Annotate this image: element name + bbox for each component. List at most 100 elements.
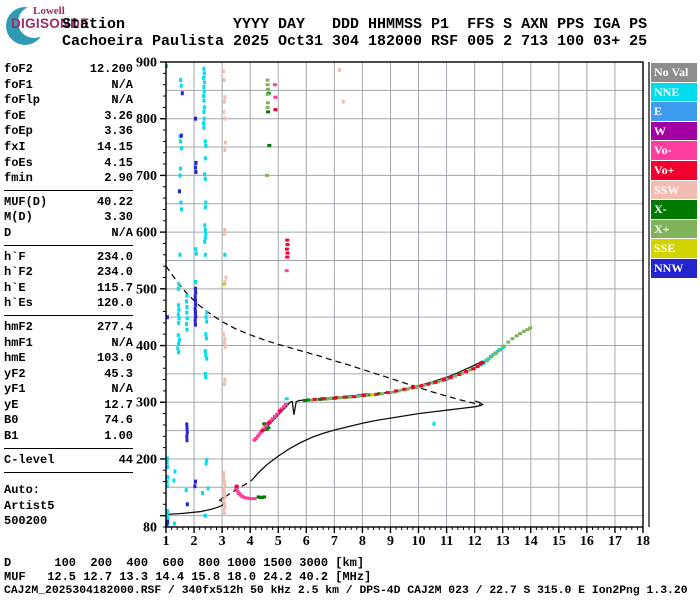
legend-item-vo-: Vo- xyxy=(651,141,697,160)
param-label: foE xyxy=(4,108,26,123)
legend-item-e: E xyxy=(651,102,697,121)
curve-oblique-trace xyxy=(251,400,484,481)
param-value: 74.6 xyxy=(104,413,133,428)
param-value: 3.26 xyxy=(104,108,133,123)
param-row: yE 12.7 xyxy=(4,398,133,414)
param-value: 277.4 xyxy=(96,319,133,334)
svg-text:5: 5 xyxy=(275,534,282,549)
param-row: fmin 2.90 xyxy=(4,171,133,187)
param-row: foF1 N/A xyxy=(4,78,133,94)
svg-text:2: 2 xyxy=(191,534,198,549)
param-label: MUF(D) xyxy=(4,194,48,209)
param-value: N/A xyxy=(111,335,133,350)
param-label: h`E xyxy=(4,280,26,295)
logo-crescent-icon xyxy=(6,6,50,45)
svg-text:80: 80 xyxy=(143,521,157,536)
svg-text:600: 600 xyxy=(136,226,157,241)
param-row: D N/A xyxy=(4,226,133,242)
svg-text:500: 500 xyxy=(136,282,157,297)
param-row: 500200 xyxy=(4,514,133,530)
param-value: 234.0 xyxy=(96,249,133,264)
legend-item-nnw: NNW xyxy=(651,258,697,278)
legend-item-w: W xyxy=(651,121,697,141)
param-row: hmE 103.0 xyxy=(4,351,133,367)
param-value: N/A xyxy=(111,225,133,240)
param-row: foEp 3.36 xyxy=(4,124,133,140)
param-row: foE 3.26 xyxy=(4,109,133,125)
param-value: 2.90 xyxy=(104,171,133,186)
svg-text:17: 17 xyxy=(608,534,622,549)
param-label: yE xyxy=(4,397,19,412)
param-separator xyxy=(4,315,133,317)
svg-text:200: 200 xyxy=(136,452,157,467)
param-row: hmF2 277.4 xyxy=(4,320,133,336)
param-row: h`F 234.0 xyxy=(4,250,133,266)
param-label: h`Es xyxy=(4,296,33,311)
svg-text:9: 9 xyxy=(387,534,394,549)
param-label: foF1 xyxy=(4,77,33,92)
svg-text:900: 900 xyxy=(136,56,157,71)
file-info-row: CAJ2M_2025304182000.RSF / 340fx512h 50 k… xyxy=(4,585,688,597)
svg-text:14: 14 xyxy=(524,534,538,549)
param-label: fxI xyxy=(4,139,26,154)
param-label: Artist5 xyxy=(4,498,55,513)
svg-text:16: 16 xyxy=(580,534,594,549)
svg-text:800: 800 xyxy=(136,112,157,127)
param-label: hmF1 xyxy=(4,335,33,350)
param-value: 120.0 xyxy=(96,296,133,311)
param-row: B1 1.00 xyxy=(4,429,133,445)
curve-e-trace xyxy=(165,496,226,516)
param-value: 3.36 xyxy=(104,124,133,139)
legend-item-nne: NNE xyxy=(651,82,697,102)
param-value: N/A xyxy=(111,382,133,397)
param-label: Auto: xyxy=(4,483,41,498)
param-value: 44 xyxy=(118,452,133,467)
param-label: foEp xyxy=(4,124,33,139)
svg-text:12: 12 xyxy=(468,534,482,549)
svg-text:4: 4 xyxy=(247,534,254,549)
param-value: N/A xyxy=(111,77,133,92)
param-value: 234.0 xyxy=(96,265,133,280)
param-row: B0 74.6 xyxy=(4,413,133,429)
svg-text:18: 18 xyxy=(636,534,650,549)
param-label: foFlp xyxy=(4,93,41,108)
param-row: h`Es 120.0 xyxy=(4,296,133,312)
param-row: foEs 4.15 xyxy=(4,156,133,172)
param-separator xyxy=(4,190,133,192)
svg-text:11: 11 xyxy=(440,534,453,549)
curve-calculated-curve xyxy=(165,265,481,406)
param-value: 14.15 xyxy=(96,139,133,154)
param-separator xyxy=(4,245,133,247)
legend-item-sse: SSE xyxy=(651,239,697,258)
param-value: 12.200 xyxy=(89,62,133,76)
param-label: M(D) xyxy=(4,210,33,225)
svg-text:7: 7 xyxy=(331,534,338,549)
echo-color-legend: No Val NNE E W Vo- Vo+ SSW X- X+ SSE NNW xyxy=(651,63,697,279)
param-row: foFlp N/A xyxy=(4,93,133,109)
svg-text:400: 400 xyxy=(136,339,157,354)
legend-item-x-: X- xyxy=(651,200,697,219)
param-label: foEs xyxy=(4,155,33,170)
param-row: yF1 N/A xyxy=(4,382,133,398)
svg-text:700: 700 xyxy=(136,169,157,184)
param-label: fmin xyxy=(4,171,33,186)
curve-e-f-link xyxy=(224,479,252,498)
svg-text:3: 3 xyxy=(219,534,226,549)
svg-text:13: 13 xyxy=(496,534,510,549)
param-value: 115.7 xyxy=(96,280,133,295)
param-row: C-level 44 xyxy=(4,453,133,469)
param-row: yF2 45.3 xyxy=(4,367,133,383)
param-row: MUF(D) 40.22 xyxy=(4,195,133,211)
svg-text:300: 300 xyxy=(136,396,157,411)
param-value: 103.0 xyxy=(96,351,133,366)
param-label: h`F xyxy=(4,249,26,264)
legend-item-x+: X+ xyxy=(651,219,697,239)
param-row: h`E 115.7 xyxy=(4,281,133,297)
svg-text:1: 1 xyxy=(163,534,170,549)
param-value: 40.22 xyxy=(96,194,133,209)
param-row: fxI 14.15 xyxy=(4,140,133,156)
param-value: N/A xyxy=(111,93,133,108)
param-row: hmF1 N/A xyxy=(4,336,133,352)
param-label: yF1 xyxy=(4,382,26,397)
